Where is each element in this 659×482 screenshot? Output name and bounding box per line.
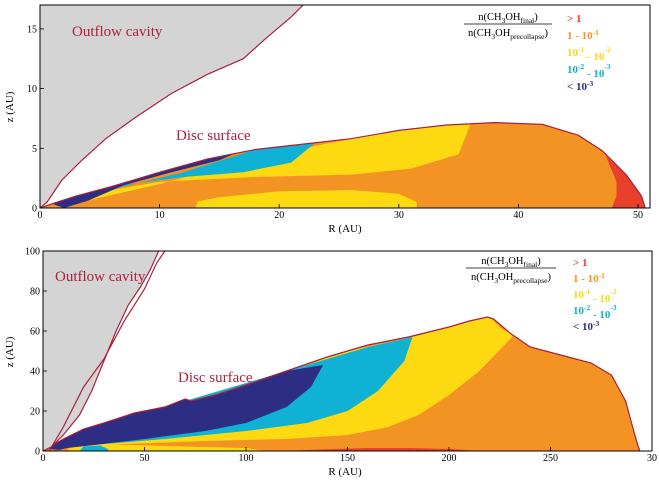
- x-tick-label: 50: [633, 210, 643, 221]
- plot-frame: [39, 4, 651, 209]
- disc-cyan-lower-region: [79, 445, 108, 451]
- legend-entry-red: > 1: [567, 13, 582, 25]
- disc-yellow-lower-region: [195, 190, 417, 208]
- y-tick-label: 60: [30, 327, 40, 338]
- legend-entry-cyan: 10-2 - 10-3: [567, 62, 611, 80]
- y-ticks: 0 20 40 60 80 100: [25, 247, 47, 458]
- x-tick-label: 0: [41, 453, 46, 464]
- y-tick-label: 100: [25, 247, 40, 258]
- x-tick-label: 40: [513, 210, 523, 221]
- legend-fraction: n(CH3OHfinal) n(CH3OHprecollapse): [464, 12, 552, 41]
- x-ticks: 0 10 20 30 40 50: [38, 204, 643, 221]
- disc-red-region: [286, 448, 480, 451]
- legend-entries: > 1 1 - 10-1 10-1 - 10-210-2 - 10-3< 10-3: [567, 13, 611, 93]
- x-ticks: 0 50 100 150 200 250 30: [41, 447, 657, 464]
- legend-entry-orange: 1 - 10-1: [573, 271, 605, 285]
- x-tick-label: 20: [274, 210, 284, 221]
- panel-top: 0 10 20 30 40 50 0 5 10 15 R (AU) z (AU) Outflow…: [4, 4, 651, 235]
- y-tick-label: 15: [27, 24, 37, 35]
- x-tick-label: 150: [340, 453, 355, 464]
- outflow-cavity-region: [40, 5, 304, 208]
- disc-navy-region: [49, 365, 324, 450]
- outflow-cavity-region: [43, 251, 159, 451]
- cavity-wall-line: [40, 5, 304, 208]
- y-tick-label: 0: [32, 204, 37, 215]
- x-axis-label: R (AU): [328, 223, 362, 235]
- legend-entry-navy: < 10-3: [573, 319, 600, 333]
- y-axis-label: z (AU): [4, 336, 16, 367]
- disc-navy-region: [52, 152, 238, 208]
- x-tick-label: 50: [140, 453, 150, 464]
- legend-denominator: n(CH3OHprecollapse): [471, 272, 551, 285]
- y-axis-label: z (AU): [4, 91, 16, 122]
- disc-surface-line: [40, 121, 646, 208]
- legend-numerator: n(CH3OHfinal): [478, 12, 538, 25]
- x-tick-label: 100: [239, 453, 254, 464]
- disc-surface-line: [43, 316, 641, 451]
- x-axis-label: R (AU): [328, 466, 362, 478]
- legend-fraction: n(CH3OHfinal) n(CH3OHprecollapse): [466, 256, 556, 285]
- legend-denominator: n(CH3OHprecollapse): [468, 28, 548, 41]
- legend-numerator: n(CH3OHfinal): [481, 256, 541, 269]
- x-tick-label: 30: [394, 210, 404, 221]
- legend-entry-navy: < 10-3: [567, 79, 594, 93]
- outflow-cavity-annotation: Outflow cavity: [72, 24, 163, 40]
- y-ticks: 0 5 10 15: [27, 24, 44, 215]
- y-tick-label: 40: [30, 367, 40, 378]
- panel-bottom: 0 50 100 150 200 250 30 0 20 40 60 80 100 R (AU) z …: [4, 247, 657, 479]
- outer-cavity-wall-line: [48, 251, 166, 451]
- disc-surface-annotation: Disc surface: [176, 128, 251, 144]
- disc-surface-annotation: Disc surface: [178, 370, 253, 386]
- legend: n(CH3OHfinal) n(CH3OHprecollapse) > 1 1 -…: [466, 256, 617, 333]
- x-tick-label: 0: [38, 210, 43, 221]
- y-tick-label: 0: [35, 447, 40, 458]
- x-tick-label: 30: [647, 453, 657, 464]
- y-tick-label: 5: [32, 144, 37, 155]
- y-tick-label: 10: [27, 84, 37, 95]
- disc-yellow-lower-region: [67, 444, 267, 451]
- legend: n(CH3OHfinal) n(CH3OHprecollapse) > 1 1 -…: [464, 12, 611, 93]
- legend-entry-red: > 1: [573, 257, 588, 269]
- disc-cyan-region: [63, 142, 316, 200]
- x-tick-label: 200: [442, 453, 457, 464]
- y-tick-label: 80: [30, 287, 40, 298]
- legend-entries: > 1 1 - 10-1 10-1 - 10-210-2 - 10-3< 10-3: [573, 257, 617, 333]
- y-tick-label: 20: [30, 407, 40, 418]
- legend-entry-yellow: 10-1 - 10-2: [567, 45, 611, 63]
- x-tick-label: 250: [543, 453, 558, 464]
- x-tick-label: 10: [155, 210, 165, 221]
- disc-red-region: [605, 155, 646, 208]
- legend-entry-orange: 1 - 10-1: [567, 28, 599, 42]
- legend-entry-yellow: 10-1 - 10-2: [573, 287, 617, 305]
- legend-entry-cyan: 10-2 - 10-3: [573, 303, 617, 321]
- outflow-cavity-annotation: Outflow cavity: [55, 269, 146, 285]
- cavity-wall-line: [43, 251, 160, 451]
